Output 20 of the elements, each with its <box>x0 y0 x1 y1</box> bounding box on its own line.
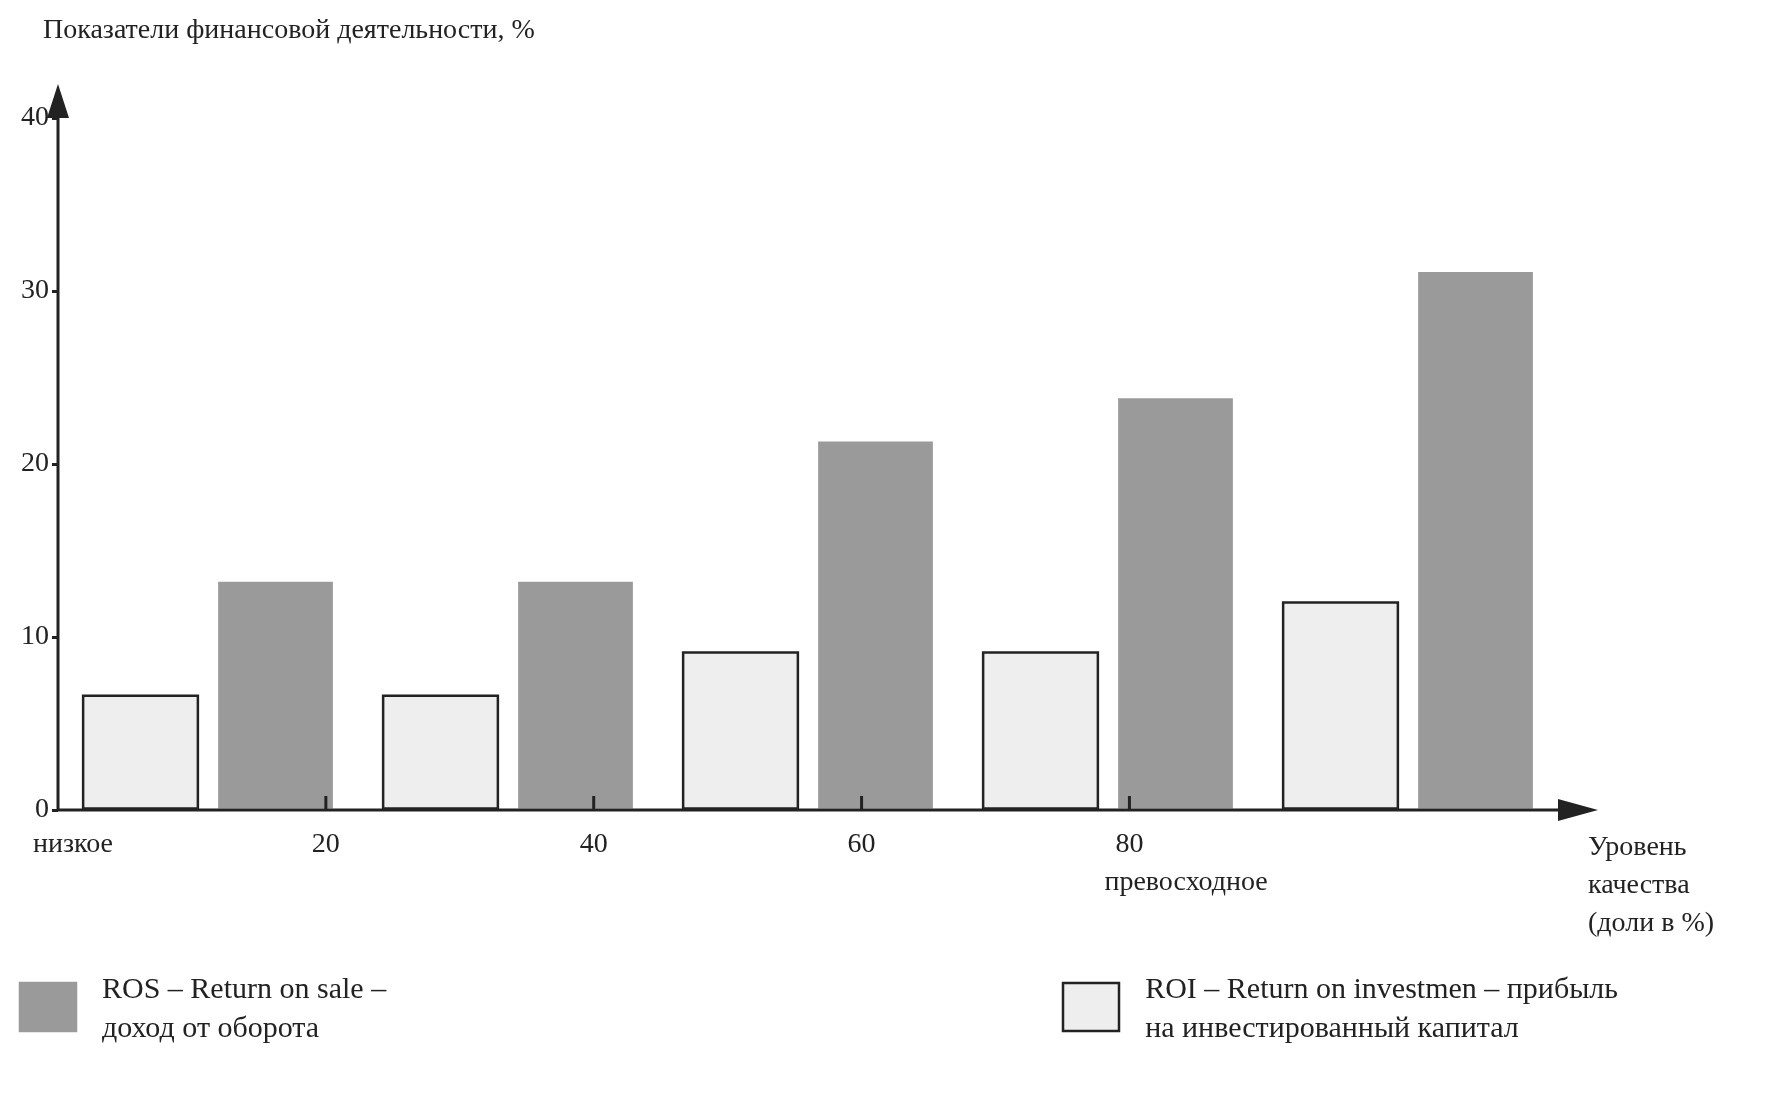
y-tick-label: 10 <box>21 619 49 651</box>
text: 40 <box>579 827 608 858</box>
text: 20 <box>311 827 340 858</box>
bar <box>818 441 933 809</box>
y-axis-title: Показатели финансовой деятельности, % <box>43 13 535 44</box>
bar <box>518 581 633 809</box>
y-tick-label: 0 <box>35 792 49 824</box>
text: превосходное <box>1104 865 1268 896</box>
bar <box>218 581 333 809</box>
y-tick-label: 30 <box>21 273 49 305</box>
y-tick-label: 40 <box>21 100 49 132</box>
text: низкое <box>33 827 113 858</box>
legend-label: ROI – Return on investmen – прибыль на инвестированный капитал <box>1145 970 1618 1045</box>
bar <box>1118 398 1233 809</box>
y-tick-label: 20 <box>21 446 49 478</box>
text: 80 <box>1115 827 1144 858</box>
x-axis-title: Уровень качества (доли в %) <box>1588 830 1715 937</box>
legend-label: ROS – Return on sale – доход от оборота <box>102 970 387 1045</box>
text: 60 <box>847 827 876 858</box>
bar <box>1418 271 1533 809</box>
